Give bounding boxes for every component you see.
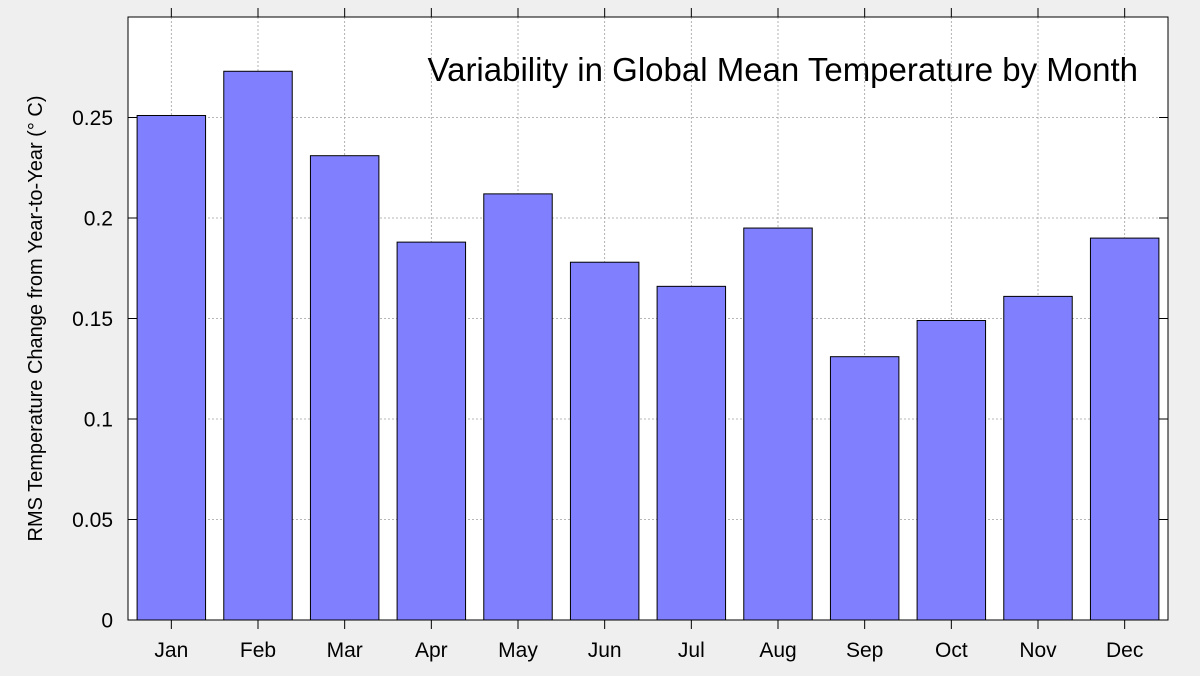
bar-aug bbox=[743, 227, 813, 621]
bar-sep bbox=[829, 356, 900, 621]
y-tick-label: 0.1 bbox=[84, 409, 113, 432]
y-tick-label: 0.25 bbox=[72, 107, 113, 130]
x-tick-label: Sep bbox=[846, 639, 883, 662]
bar-jun bbox=[569, 261, 640, 621]
y-tick-label: 0.2 bbox=[84, 208, 113, 231]
bar-dec bbox=[1089, 237, 1160, 621]
y-tick-labels: 0 0.05 0.1 0.15 0.2 0.25 bbox=[72, 107, 113, 633]
y-axis-label: RMS Temperature Change from Year-to-Year… bbox=[25, 96, 47, 542]
x-tick-labels: Jan Feb Mar Apr May Jun Jul Aug Sep Oct Nov Dec bbox=[154, 639, 1143, 662]
x-tick-label: Jan bbox=[154, 639, 188, 662]
y-tick-label: 0.15 bbox=[72, 308, 113, 331]
x-tick-label: Feb bbox=[240, 639, 276, 662]
x-tick-label: Dec bbox=[1106, 639, 1143, 662]
axis-ticks bbox=[128, 8, 1168, 629]
y-tick-label: 0.05 bbox=[72, 509, 113, 532]
bar-apr bbox=[396, 241, 467, 621]
x-tick-label: Nov bbox=[1019, 639, 1057, 662]
x-tick-label: Jun bbox=[588, 639, 622, 662]
x-tick-label: Jul bbox=[678, 639, 705, 662]
bar-oct bbox=[916, 320, 987, 621]
chart-title: Variability in Global Mean Temperature b… bbox=[428, 51, 1138, 88]
x-tick-label: May bbox=[498, 639, 538, 662]
bar-nov bbox=[1003, 295, 1073, 621]
y-tick-label: 0 bbox=[101, 610, 113, 633]
bar-jul bbox=[656, 285, 727, 621]
bar-mar bbox=[309, 155, 380, 621]
x-tick-label: Apr bbox=[415, 639, 448, 662]
x-tick-label: Oct bbox=[935, 639, 968, 662]
bar-feb bbox=[223, 70, 293, 621]
x-tick-label: Aug bbox=[759, 639, 796, 662]
bar-jan bbox=[136, 114, 207, 621]
x-tick-label: Mar bbox=[327, 639, 363, 662]
bar-may bbox=[483, 193, 553, 621]
